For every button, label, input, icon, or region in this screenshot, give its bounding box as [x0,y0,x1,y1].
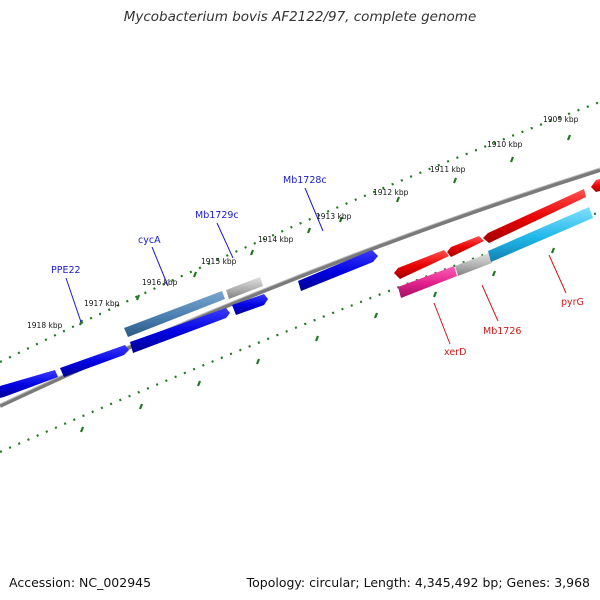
gene-arrow-reverse[interactable] [232,294,268,315]
topology-text: Topology: circular; Length: 4,345,492 bp… [246,575,590,590]
gene-label-Mb1728c[interactable]: Mb1728c [283,175,327,186]
gene-grey[interactable] [226,277,263,299]
gene-label-Mb1726[interactable]: Mb1726 [483,326,521,337]
gene-label-pyrG[interactable]: pyrG [561,297,584,308]
kbp-label-1911: 1911 kbp [430,165,466,174]
gene-arrow-forward[interactable] [483,189,586,243]
genome-title: Mycobacterium bovis AF2122/97, complete … [123,9,477,25]
label-connectors [65,187,567,345]
gene-pyrG[interactable] [488,207,593,262]
gene-arrow-forward[interactable] [447,236,484,257]
gene-grey-inner[interactable] [455,253,492,276]
gene-arrow-reverse[interactable] [298,250,378,291]
kbp-label-1917: 1917 kbp [84,299,120,308]
gene-label-xerD[interactable]: xerD [444,347,466,358]
gene-cycA[interactable] [124,291,225,337]
gene-arrow-reverse[interactable] [130,308,230,353]
outer-major-ticks [78,134,572,326]
outer-tick-ring [0,100,600,363]
gene-label-Mb1729c[interactable]: Mb1729c [195,210,239,221]
genome-backbone [0,168,600,408]
gene-xerD[interactable] [398,266,457,298]
gene-arrow-reverse[interactable] [60,345,129,377]
kbp-label-1914: 1914 kbp [258,235,294,244]
gene-label-PPE22[interactable]: PPE22 [51,265,81,276]
kbp-label-1913: 1913 kbp [316,212,352,221]
gene-arrow-forward[interactable] [394,250,449,279]
kbp-label-1910: 1910 kbp [487,140,523,149]
kbp-label-1916: 1916 kbp [142,278,178,287]
gene-arrow-forward[interactable] [591,179,600,192]
kbp-label-1909: 1909 kbp [543,115,579,124]
kbp-label-1915: 1915 kbp [201,257,237,266]
accession-text: Accession: NC_002945 [9,575,152,590]
inner-major-ticks [79,247,556,433]
kbp-label-1918: 1918 kbp [27,321,63,330]
gene-label-cycA[interactable]: cycA [138,235,161,246]
gene-arrow-reverse[interactable] [0,370,58,398]
kbp-label-1912: 1912 kbp [373,188,409,197]
